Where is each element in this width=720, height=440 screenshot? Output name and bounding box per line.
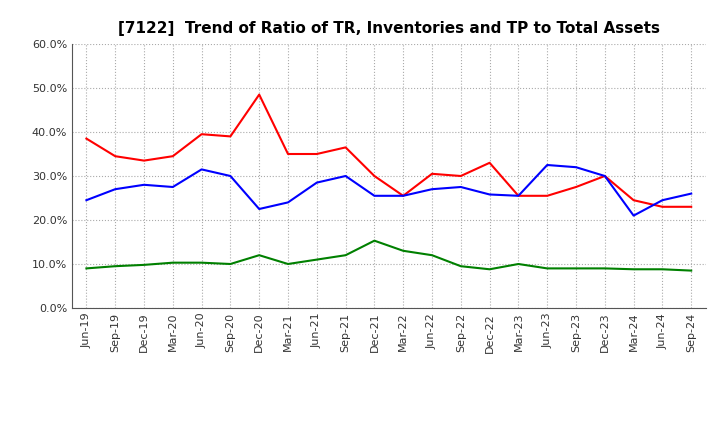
- Trade Receivables: [284, 151, 292, 157]
- Trade Payables: [168, 260, 177, 265]
- Trade Receivables: [140, 158, 148, 163]
- Trade Payables: [312, 257, 321, 262]
- Inventories: [284, 200, 292, 205]
- Title: [7122]  Trend of Ratio of TR, Inventories and TP to Total Assets: [7122] Trend of Ratio of TR, Inventories…: [118, 21, 660, 36]
- Inventories: [226, 173, 235, 179]
- Inventories: [140, 182, 148, 187]
- Trade Receivables: [168, 154, 177, 159]
- Trade Payables: [140, 262, 148, 268]
- Trade Payables: [399, 248, 408, 253]
- Inventories: [658, 198, 667, 203]
- Trade Payables: [629, 267, 638, 272]
- Trade Receivables: [600, 173, 609, 179]
- Inventories: [600, 173, 609, 179]
- Trade Receivables: [399, 193, 408, 198]
- Inventories: [111, 187, 120, 192]
- Trade Receivables: [428, 171, 436, 176]
- Trade Receivables: [341, 145, 350, 150]
- Trade Receivables: [687, 204, 696, 209]
- Line: Inventories: Inventories: [86, 165, 691, 216]
- Inventories: [197, 167, 206, 172]
- Trade Receivables: [456, 173, 465, 179]
- Trade Receivables: [543, 193, 552, 198]
- Inventories: [255, 206, 264, 212]
- Trade Payables: [111, 264, 120, 269]
- Trade Receivables: [572, 184, 580, 190]
- Trade Receivables: [514, 193, 523, 198]
- Trade Payables: [82, 266, 91, 271]
- Trade Receivables: [197, 132, 206, 137]
- Trade Payables: [572, 266, 580, 271]
- Trade Payables: [658, 267, 667, 272]
- Inventories: [399, 193, 408, 198]
- Inventories: [572, 165, 580, 170]
- Trade Receivables: [82, 136, 91, 141]
- Trade Payables: [543, 266, 552, 271]
- Inventories: [341, 173, 350, 179]
- Line: Trade Receivables: Trade Receivables: [86, 95, 691, 207]
- Inventories: [370, 193, 379, 198]
- Inventories: [312, 180, 321, 185]
- Trade Payables: [456, 264, 465, 269]
- Inventories: [82, 198, 91, 203]
- Inventories: [456, 184, 465, 190]
- Line: Trade Payables: Trade Payables: [86, 241, 691, 271]
- Trade Receivables: [485, 160, 494, 165]
- Inventories: [543, 162, 552, 168]
- Inventories: [428, 187, 436, 192]
- Trade Payables: [341, 253, 350, 258]
- Trade Receivables: [255, 92, 264, 97]
- Trade Receivables: [658, 204, 667, 209]
- Inventories: [168, 184, 177, 190]
- Trade Payables: [226, 261, 235, 267]
- Trade Receivables: [111, 154, 120, 159]
- Trade Payables: [255, 253, 264, 258]
- Trade Payables: [428, 253, 436, 258]
- Trade Payables: [370, 238, 379, 243]
- Inventories: [687, 191, 696, 196]
- Inventories: [629, 213, 638, 218]
- Trade Payables: [600, 266, 609, 271]
- Trade Receivables: [312, 151, 321, 157]
- Inventories: [485, 192, 494, 197]
- Trade Payables: [197, 260, 206, 265]
- Trade Receivables: [226, 134, 235, 139]
- Trade Receivables: [370, 173, 379, 179]
- Trade Payables: [514, 261, 523, 267]
- Trade Receivables: [629, 198, 638, 203]
- Trade Payables: [485, 267, 494, 272]
- Trade Payables: [284, 261, 292, 267]
- Inventories: [514, 193, 523, 198]
- Trade Payables: [687, 268, 696, 273]
